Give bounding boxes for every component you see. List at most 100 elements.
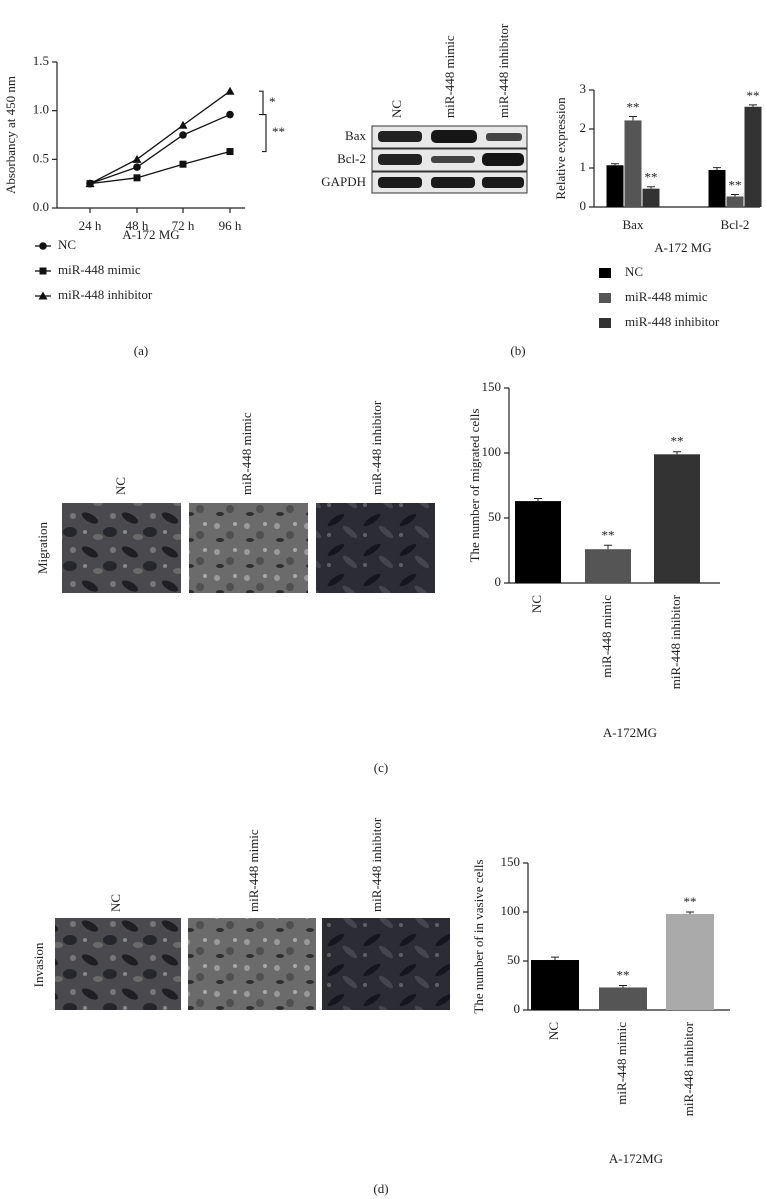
legend-swatch [599, 268, 611, 278]
legend-marker [39, 267, 47, 275]
significance-label: * [269, 94, 276, 109]
x-tick-label: miR-448 mimic [599, 595, 614, 678]
blot-column-label: miR-448 inhibitor [496, 23, 511, 118]
bar [642, 188, 660, 207]
bar [744, 106, 762, 207]
x-axis-label: A-172MG [609, 1151, 663, 1166]
point [179, 131, 187, 139]
bracket [259, 90, 264, 116]
western-blot [371, 125, 528, 194]
legend-label: NC [625, 264, 643, 279]
bar [599, 987, 647, 1010]
x-tick-label: miR-448 mimic [614, 1022, 629, 1105]
column-label: NC [113, 477, 128, 495]
error-bar [731, 194, 739, 197]
x-axis-label: A-172 MG [654, 240, 711, 255]
point [226, 148, 234, 156]
bar [666, 913, 714, 1010]
error-bar [611, 163, 619, 166]
panel-label: (d) [373, 1181, 388, 1196]
y-tick-label: 0 [495, 574, 502, 589]
row-label: Invasion [31, 942, 46, 987]
panel-label: (b) [510, 343, 525, 358]
point [133, 163, 141, 171]
point [133, 174, 141, 182]
bar [624, 120, 642, 207]
error-bar [686, 911, 694, 914]
panel-label: (c) [374, 760, 388, 775]
x-tick-label: Bcl-2 [721, 217, 750, 232]
legend-label: miR-448 inhibitor [625, 314, 720, 329]
invasion-images [55, 918, 450, 1010]
legend-marker [38, 291, 48, 300]
line [89, 150, 231, 185]
error-bar [534, 498, 542, 502]
legend-label: miR-448 mimic [625, 289, 708, 304]
bar [606, 165, 624, 207]
error-bar [604, 544, 612, 550]
column-label: NC [108, 894, 123, 912]
x-tick-label: Bax [623, 217, 644, 232]
row-label: Migration [35, 522, 50, 574]
blot-column-label: miR-448 mimic [442, 35, 457, 118]
significance-label: ** [627, 100, 640, 115]
legend-swatch [599, 318, 611, 328]
column-label: miR-448 inhibitor [369, 400, 384, 495]
x-tick-label: NC [546, 1022, 561, 1040]
y-tick-label: 50 [488, 509, 501, 524]
y-axis-label: The number of in vasive cells [471, 859, 486, 1013]
y-axis-label: Relative expression [553, 97, 568, 200]
significance-label: ** [747, 88, 760, 103]
y-tick-label: 100 [501, 903, 521, 918]
y-tick-label: 3 [580, 81, 587, 96]
significance-label: ** [729, 178, 742, 193]
bar [708, 169, 726, 207]
blot-row-label: Bcl-2 [337, 151, 366, 166]
x-axis-label: A-172MG [603, 725, 657, 740]
point [178, 120, 188, 129]
y-tick-label: 0.0 [33, 199, 49, 214]
y-tick-label: 1.0 [33, 102, 49, 117]
point [179, 160, 187, 168]
y-tick-label: 2 [580, 120, 587, 135]
y-tick-label: 0.5 [33, 150, 49, 165]
legend-label: miR-448 inhibitor [58, 287, 153, 302]
significance-label: ** [645, 170, 658, 185]
error-bar [647, 186, 655, 189]
bar [515, 501, 561, 583]
significance-label: ** [671, 434, 684, 449]
y-tick-label: 150 [501, 854, 521, 869]
legend-label: miR-448 mimic [58, 262, 141, 277]
y-tick-label: 1 [580, 159, 587, 174]
y-tick-label: 0 [514, 1001, 521, 1016]
bar [726, 196, 744, 207]
point [226, 110, 234, 119]
x-tick-label: 24 h [79, 218, 102, 233]
point [225, 86, 235, 95]
x-axis-label: A-172 MG [122, 227, 179, 242]
blot-row-label: GAPDH [321, 174, 366, 189]
point [132, 154, 142, 163]
significance-label: ** [617, 967, 630, 982]
y-axis-label: Absorbancy at 450 nm [3, 76, 18, 194]
y-tick-label: 1.5 [33, 53, 49, 68]
migration-images [62, 503, 435, 593]
y-tick-label: 150 [482, 379, 502, 394]
column-label: miR-448 inhibitor [369, 817, 384, 912]
significance-label: ** [684, 894, 697, 909]
significance-label: ** [602, 527, 615, 542]
y-tick-label: 100 [482, 444, 502, 459]
point [85, 179, 95, 188]
error-bar [673, 451, 681, 455]
error-bar [551, 956, 559, 961]
bracket [262, 113, 267, 153]
y-axis-label: The number of migrated cells [467, 409, 482, 563]
significance-label: ** [272, 124, 285, 139]
legend-swatch [599, 293, 611, 303]
error-bar [629, 116, 637, 121]
x-tick-label: miR-448 inhibitor [668, 594, 683, 689]
x-tick-label: 72 h [172, 218, 195, 233]
error-bar [619, 985, 627, 988]
x-tick-label: 96 h [219, 218, 242, 233]
legend-marker [39, 242, 47, 250]
